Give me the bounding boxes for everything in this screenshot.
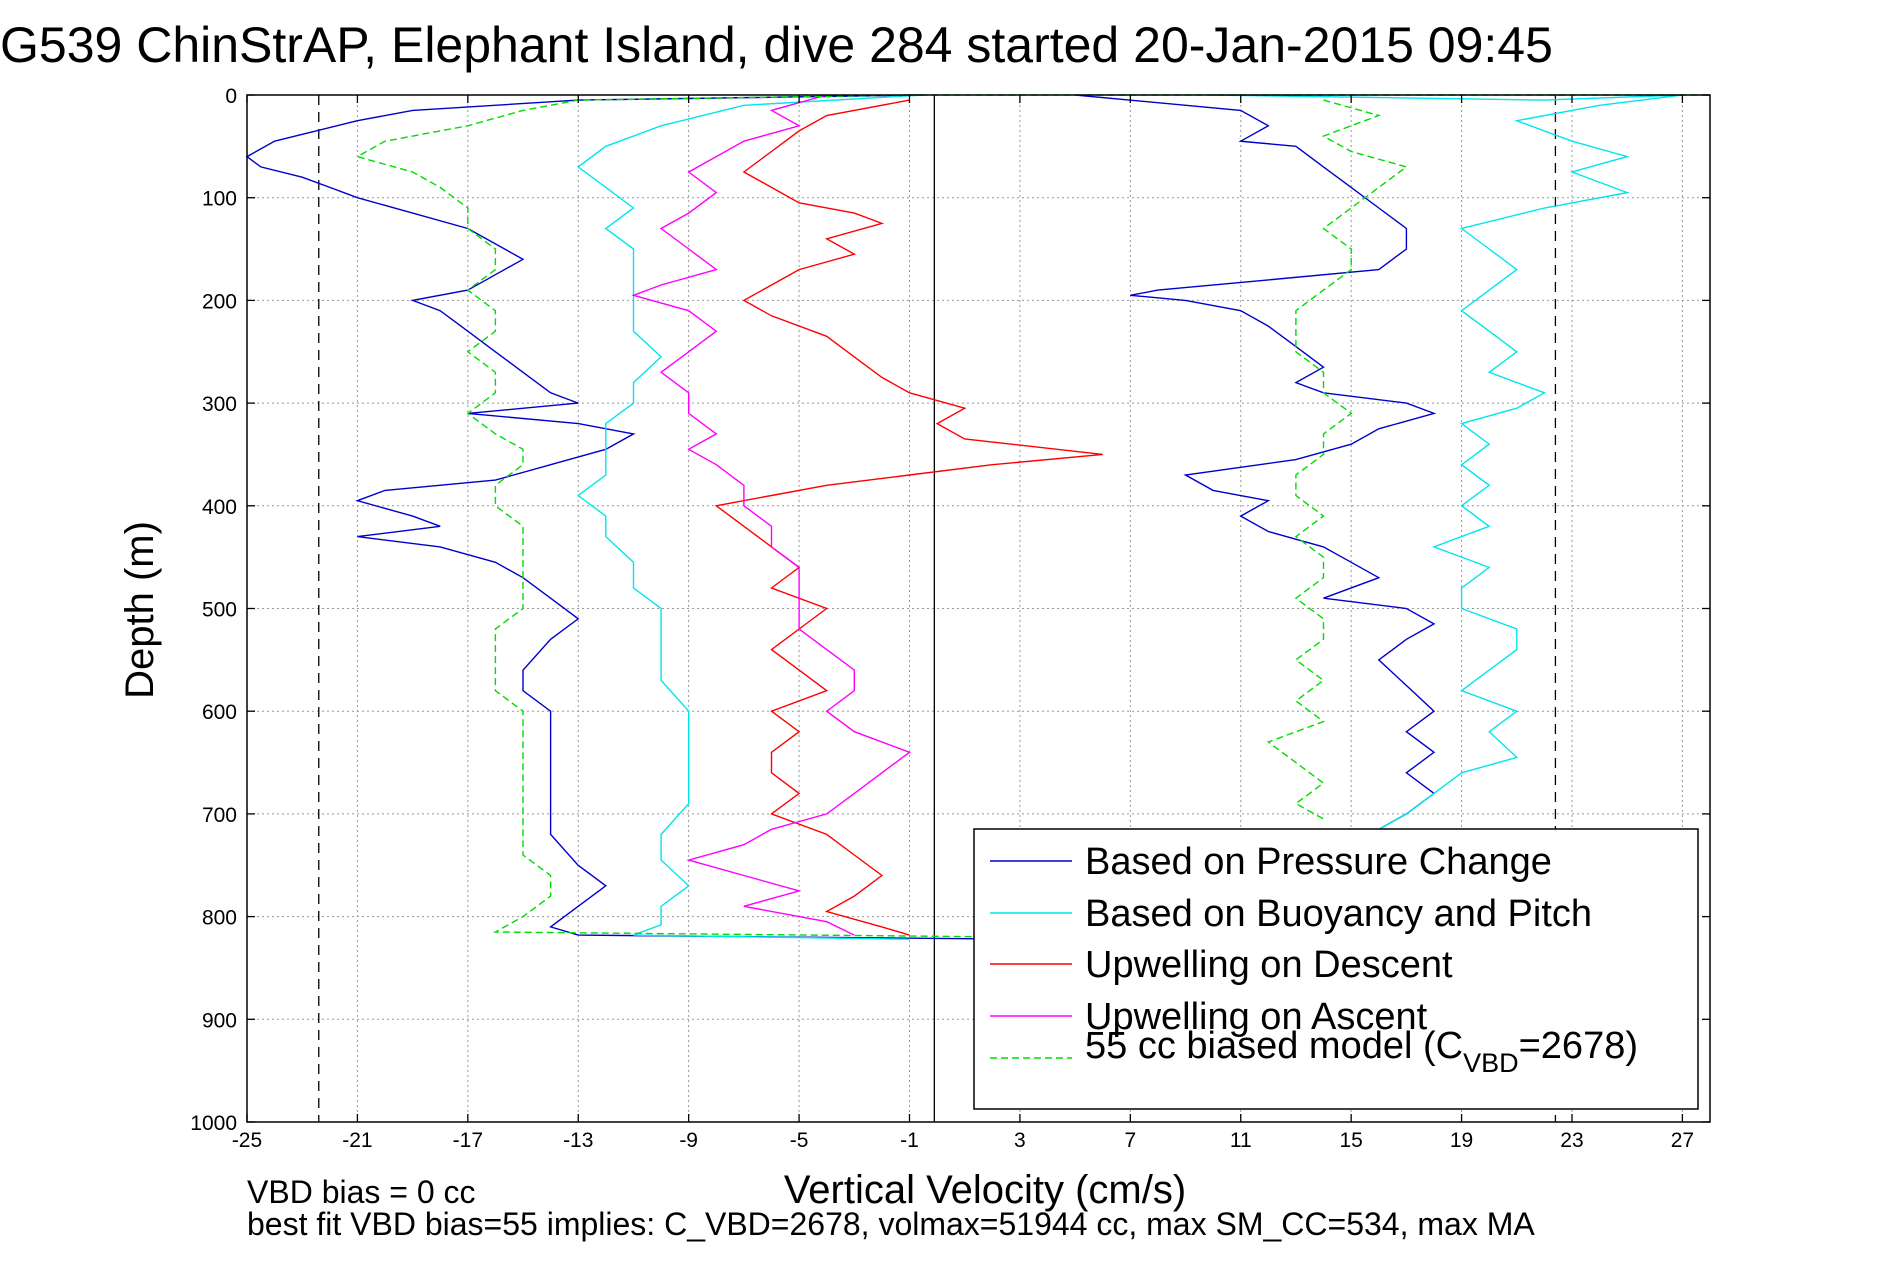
legend-subscript: VBD bbox=[1463, 1048, 1519, 1078]
series-line-2-segment-2 bbox=[1213, 94, 1683, 830]
series-line-1-segment-2 bbox=[1075, 94, 1437, 830]
y-tick-label: 800 bbox=[202, 907, 237, 930]
y-tick-label: 900 bbox=[202, 1009, 237, 1032]
footnote-line-1: VBD bias = 0 cc bbox=[247, 1174, 476, 1210]
legend-tail: =2678) bbox=[1519, 1025, 1638, 1067]
x-tick-label: -17 bbox=[453, 1129, 483, 1152]
x-tick-label: -9 bbox=[679, 1129, 698, 1152]
x-tick-label: 7 bbox=[1124, 1129, 1136, 1152]
x-tick-label: 3 bbox=[1014, 1129, 1026, 1152]
x-axis-ticks: -25 -21 -17 -13 -9 -5 -1 3 7 11 15 19 23 27 bbox=[232, 95, 1694, 1152]
y-tick-label: 1000 bbox=[190, 1112, 237, 1135]
legend: Based on Pressure Change Based on Buoyanc… bbox=[973, 828, 1699, 1110]
legend-label-1: Based on Pressure Change bbox=[1085, 841, 1552, 883]
y-tick-label: 300 bbox=[202, 393, 237, 416]
x-tick-label: -25 bbox=[232, 1129, 262, 1152]
y-tick-label: 100 bbox=[202, 188, 237, 211]
series-line-1-segment-1 bbox=[245, 94, 1020, 940]
legend-label-2: Based on Buoyancy and Pitch bbox=[1085, 893, 1592, 935]
y-tick-label: 200 bbox=[202, 290, 237, 313]
legend-box bbox=[973, 828, 1699, 1110]
x-tick-label: -1 bbox=[900, 1129, 919, 1152]
y-tick-label: 500 bbox=[202, 599, 237, 622]
y-tick-label: 700 bbox=[202, 804, 237, 827]
x-tick-label: -21 bbox=[342, 1129, 372, 1152]
chart-title: G539 ChinStrAP, Elephant Island, dive 28… bbox=[0, 17, 1553, 73]
series-layer bbox=[245, 94, 1710, 940]
y-tick-label: 600 bbox=[202, 701, 237, 724]
footnote-line-2: best fit VBD bias=55 implies: C_VBD=2678… bbox=[247, 1206, 1535, 1242]
y-axis-ticks: 0 100 200 300 400 500 600 700 800 900 1000 bbox=[190, 85, 1710, 1135]
series-line-3-segment-1 bbox=[714, 99, 1103, 936]
x-tick-label: 15 bbox=[1339, 1129, 1362, 1152]
series-line-2-segment-1 bbox=[577, 94, 924, 940]
x-tick-label: 23 bbox=[1560, 1129, 1583, 1152]
series-line-4-segment-1 bbox=[631, 94, 911, 936]
series-line-5-segment-3 bbox=[1266, 99, 1408, 820]
x-axis-label: Vertical Velocity (cm/s) bbox=[784, 1168, 1186, 1212]
series-line-5-segment-1 bbox=[355, 94, 1020, 938]
y-axis-label: Depth (m) bbox=[118, 521, 162, 699]
legend-label-4: Upwelling on Ascent bbox=[1085, 996, 1428, 1038]
legend-label-3: Upwelling on Descent bbox=[1085, 944, 1453, 986]
x-tick-label: -13 bbox=[563, 1129, 593, 1152]
x-tick-label: 11 bbox=[1230, 1129, 1252, 1152]
x-tick-label: 27 bbox=[1671, 1129, 1694, 1152]
x-tick-label: -5 bbox=[790, 1129, 809, 1152]
y-tick-label: 400 bbox=[202, 496, 237, 519]
y-tick-label: 0 bbox=[225, 85, 237, 108]
x-tick-label: 19 bbox=[1450, 1129, 1473, 1152]
